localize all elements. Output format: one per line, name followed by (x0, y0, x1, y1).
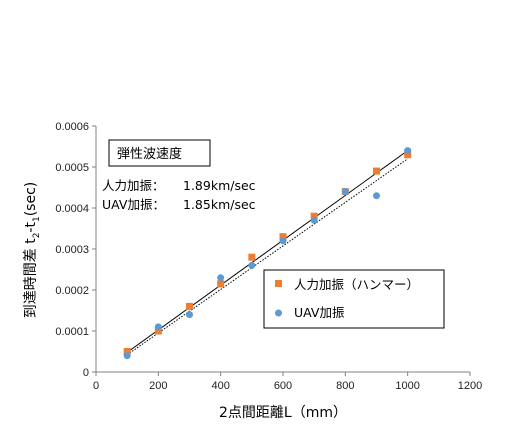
data-point-series-1 (404, 151, 412, 159)
annotation-value-2: 1.85km/sec (183, 197, 256, 212)
data-point-series-2 (279, 237, 287, 245)
y-tick-label: 0 (83, 367, 89, 379)
data-point-series-2 (373, 192, 380, 200)
trendlines (126, 150, 408, 356)
x-tick-label: 0 (93, 380, 99, 392)
data-point-series-1 (248, 253, 256, 261)
legend-marker-circle (275, 309, 282, 317)
data-point-series-2 (404, 147, 412, 155)
data-point-series-1 (373, 167, 380, 175)
x-tick-label: 400 (211, 380, 229, 392)
y-tick-label: 0.0005 (55, 162, 89, 174)
y-tick-label: 0.0002 (55, 285, 89, 297)
trendline-1 (126, 150, 408, 353)
data-point-series-2 (154, 323, 162, 331)
annotations: 人力加振： 1.89km/sec UAV加振： 1.85km/sec (102, 178, 256, 212)
data-point-series-2 (186, 311, 193, 319)
data-point-series-2 (123, 352, 131, 360)
chart-title: 弾性波速度 (117, 146, 182, 162)
y-tick-label: 0.0006 (55, 121, 89, 133)
trendline-2 (126, 158, 408, 356)
legend-marker-square (275, 280, 282, 287)
legend: 人力加振（ハンマー） UAV加振 (263, 269, 445, 329)
data-point-series-2 (310, 216, 318, 224)
x-tick-label: 200 (149, 380, 167, 392)
x-tick-label: 600 (274, 380, 292, 392)
data-point-series-1 (154, 327, 162, 335)
y-tick-label: 0.0004 (55, 203, 89, 215)
annotation-value-1: 1.89km/sec (183, 178, 256, 193)
data-point-series-1 (279, 233, 287, 241)
legend-label-1: 人力加振（ハンマー） (294, 277, 419, 292)
data-point-series-1 (186, 302, 193, 310)
annotation-label-1: 人力加振： (102, 178, 165, 193)
legend-label-2: UAV加振 (294, 305, 345, 320)
data-point-series-1 (217, 280, 225, 288)
data-points (123, 147, 412, 360)
data-point-series-2 (217, 274, 225, 282)
data-point-series-2 (341, 188, 349, 196)
data-point-series-1 (123, 348, 131, 355)
y-tick-label: 0.0001 (55, 326, 89, 338)
y-tick-label: 0.0003 (55, 244, 89, 256)
data-point-series-1 (310, 212, 318, 220)
x-tick-label: 1000 (395, 380, 419, 392)
annotation-label-2: UAV加振： (102, 197, 165, 212)
title-box: 弾性波速度 (108, 139, 211, 167)
x-tick-label: 1200 (458, 380, 482, 392)
ticks: 0 200 400 600 800 1000 1200 0 0.0001 0.0002 0.0003… (55, 121, 482, 392)
y-axis-title: 到達時間差 t2-t1(sec) (23, 182, 42, 319)
x-tick-label: 800 (336, 380, 354, 392)
x-axis-title: 2点間距離L（mm） (219, 404, 347, 421)
data-point-series-2 (248, 261, 256, 269)
